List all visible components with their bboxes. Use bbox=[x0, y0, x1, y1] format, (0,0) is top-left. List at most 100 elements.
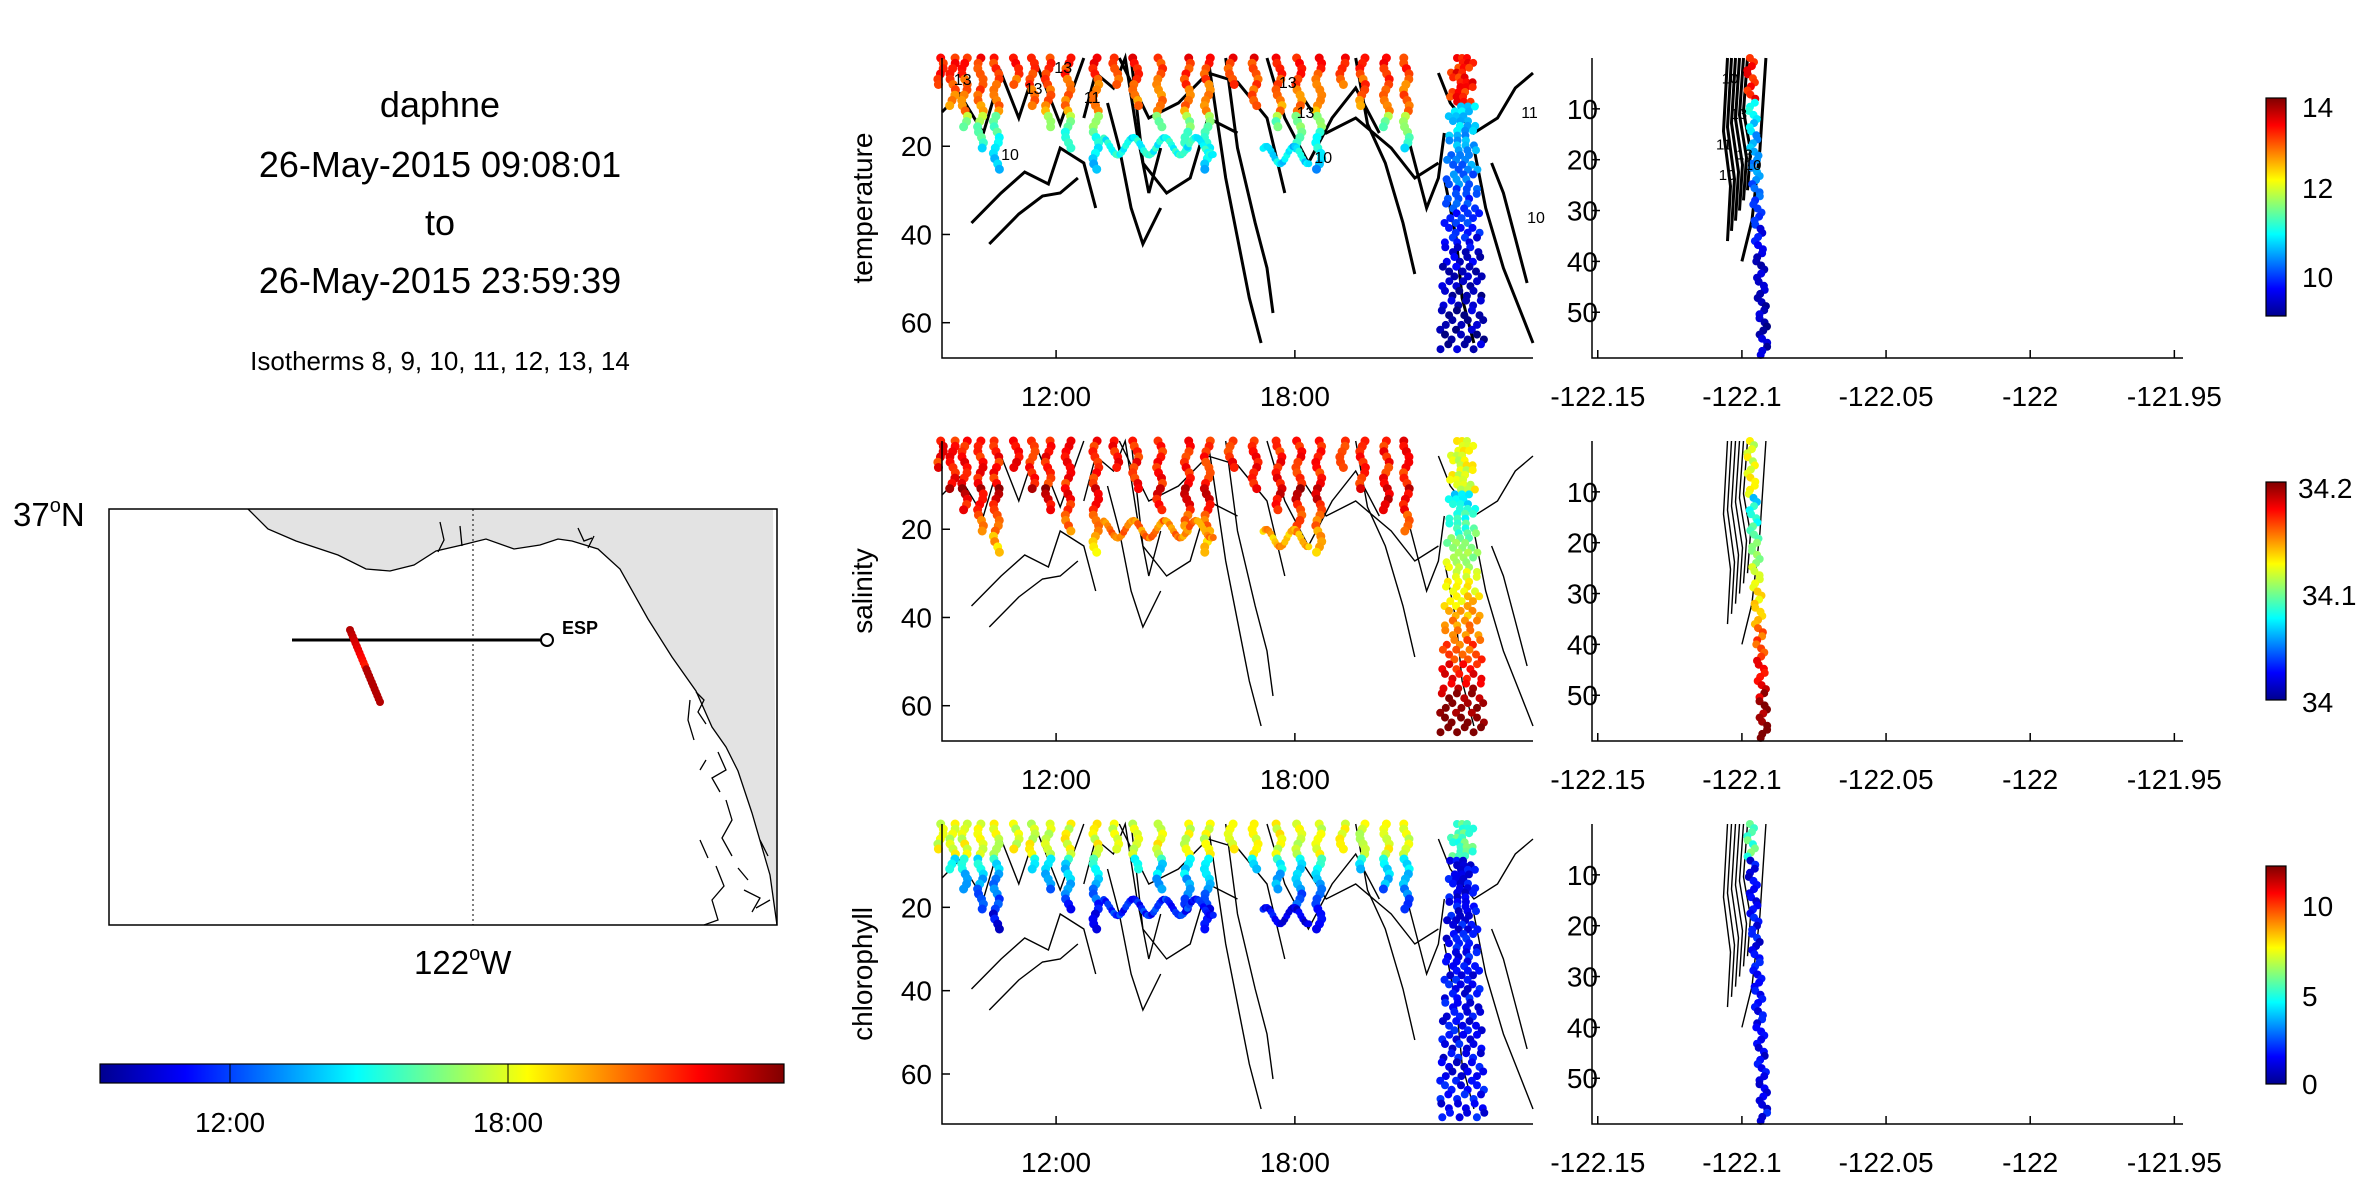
contour-label: 11 bbox=[1521, 105, 1538, 122]
data-point bbox=[1463, 1108, 1472, 1117]
y-tick-label: 20 bbox=[901, 131, 932, 162]
time-colorbar-tick-label: 12:00 bbox=[195, 1107, 265, 1138]
data-point bbox=[1009, 844, 1019, 854]
axis-frame bbox=[1591, 58, 2183, 359]
data-point bbox=[1444, 340, 1453, 349]
contour-line bbox=[971, 529, 1097, 607]
data-point bbox=[1445, 223, 1453, 232]
contour-label: 10 bbox=[1527, 210, 1545, 227]
data-point bbox=[1476, 1049, 1485, 1058]
contour-line bbox=[1730, 440, 1740, 604]
data-point bbox=[1469, 553, 1478, 562]
data-point bbox=[1465, 63, 1474, 72]
contour-line bbox=[1224, 57, 1275, 314]
data-point bbox=[1046, 122, 1056, 132]
salinity-longitude-section: 10 20 30 40 50 -122.15 -122.1 -122.05 -122 -121.9… bbox=[1550, 437, 2222, 795]
data-point bbox=[1356, 484, 1366, 494]
data-point bbox=[1449, 838, 1458, 847]
data-point bbox=[1454, 548, 1463, 557]
data-point bbox=[1112, 463, 1122, 472]
salinity-profile-points bbox=[933, 436, 1488, 737]
data-point bbox=[1445, 267, 1454, 276]
x-tick-label: -122.1 bbox=[1702, 1147, 1781, 1178]
data-point bbox=[1252, 484, 1262, 494]
y-tick-label: 30 bbox=[1567, 579, 1598, 610]
data-point bbox=[1356, 101, 1366, 111]
x-tick-label: -122 bbox=[2002, 381, 2058, 412]
data-point bbox=[1456, 223, 1465, 232]
data-point bbox=[1470, 865, 1479, 874]
isotherms-note: Isotherms 8, 9, 10, 11, 12, 13, 14 bbox=[250, 346, 630, 376]
data-point bbox=[1452, 592, 1461, 601]
data-point bbox=[1462, 296, 1471, 305]
contour-line bbox=[1721, 57, 1733, 242]
data-point bbox=[1229, 844, 1239, 854]
contour-line bbox=[1402, 883, 1445, 977]
contour-line bbox=[1722, 823, 1732, 1008]
data-point bbox=[1066, 904, 1076, 914]
data-point bbox=[1473, 320, 1481, 329]
data-point bbox=[1338, 844, 1348, 854]
contour-line bbox=[1729, 57, 1741, 221]
data-point bbox=[1457, 597, 1466, 606]
data-point bbox=[1445, 563, 1453, 572]
data-point bbox=[1450, 272, 1459, 281]
x-tick-label: -122.15 bbox=[1550, 381, 1645, 412]
data-point bbox=[1009, 80, 1019, 89]
data-point bbox=[1229, 463, 1239, 472]
data-point bbox=[1066, 526, 1076, 536]
x-tick-label: 18:00 bbox=[1260, 1147, 1330, 1178]
data-point bbox=[1469, 1040, 1478, 1048]
data-point bbox=[1441, 703, 1450, 712]
data-point bbox=[1229, 80, 1239, 89]
data-point bbox=[1449, 920, 1458, 929]
data-point bbox=[1437, 1058, 1446, 1067]
data-point bbox=[1457, 330, 1465, 339]
data-point bbox=[1475, 209, 1484, 218]
data-point bbox=[1473, 660, 1481, 669]
data-point bbox=[933, 463, 943, 472]
location-map: ESP 37oN 122oW bbox=[13, 495, 778, 981]
data-point bbox=[1378, 122, 1388, 132]
data-point bbox=[1134, 484, 1143, 494]
data-point bbox=[1477, 723, 1485, 732]
data-point bbox=[1469, 126, 1477, 135]
x-tick-label: -121.95 bbox=[2127, 764, 2222, 795]
data-point bbox=[1472, 650, 1480, 659]
data-point bbox=[1457, 1081, 1465, 1090]
y-tick-label: 60 bbox=[901, 308, 932, 339]
axis-frame bbox=[1591, 824, 2183, 1125]
data-point bbox=[1441, 626, 1450, 635]
temperature-colorbar-tick-label: 14 bbox=[2302, 92, 2333, 123]
data-point bbox=[1448, 699, 1457, 708]
data-point bbox=[1452, 262, 1461, 271]
data-point bbox=[1442, 957, 1450, 966]
temperature-colorbar-bar bbox=[2265, 97, 2287, 317]
contour-label: 11 bbox=[1084, 90, 1101, 107]
data-point bbox=[1472, 189, 1481, 198]
data-point bbox=[1476, 296, 1485, 305]
contour-label: 11 bbox=[1716, 137, 1732, 154]
data-point bbox=[1046, 884, 1056, 894]
contour-line bbox=[1473, 530, 1534, 727]
chlorophyll-contours bbox=[1722, 823, 1767, 1028]
data-point bbox=[1092, 924, 1102, 934]
contour-label: 10 bbox=[1745, 157, 1762, 174]
contour-line bbox=[1106, 868, 1162, 1012]
contour-label: 13 bbox=[1736, 147, 1753, 164]
station-marker bbox=[540, 633, 554, 647]
data-point bbox=[1441, 1072, 1450, 1081]
contour-line bbox=[1207, 823, 1262, 1110]
data-point bbox=[1378, 505, 1388, 515]
data-point bbox=[1463, 209, 1472, 218]
data-point bbox=[1473, 1030, 1481, 1039]
data-point bbox=[1446, 1108, 1454, 1117]
data-point bbox=[1446, 475, 1455, 484]
data-point bbox=[1200, 547, 1210, 557]
chlorophyll-time-section: 20 40 60 12:00 18:00 chlorophyll bbox=[847, 819, 1534, 1178]
contour-label: 13 bbox=[1279, 75, 1297, 92]
chlorophyll-colorbar-tick-label: 5 bbox=[2302, 981, 2318, 1012]
time-colorbar-bar bbox=[99, 1063, 785, 1084]
data-point bbox=[1456, 606, 1465, 615]
